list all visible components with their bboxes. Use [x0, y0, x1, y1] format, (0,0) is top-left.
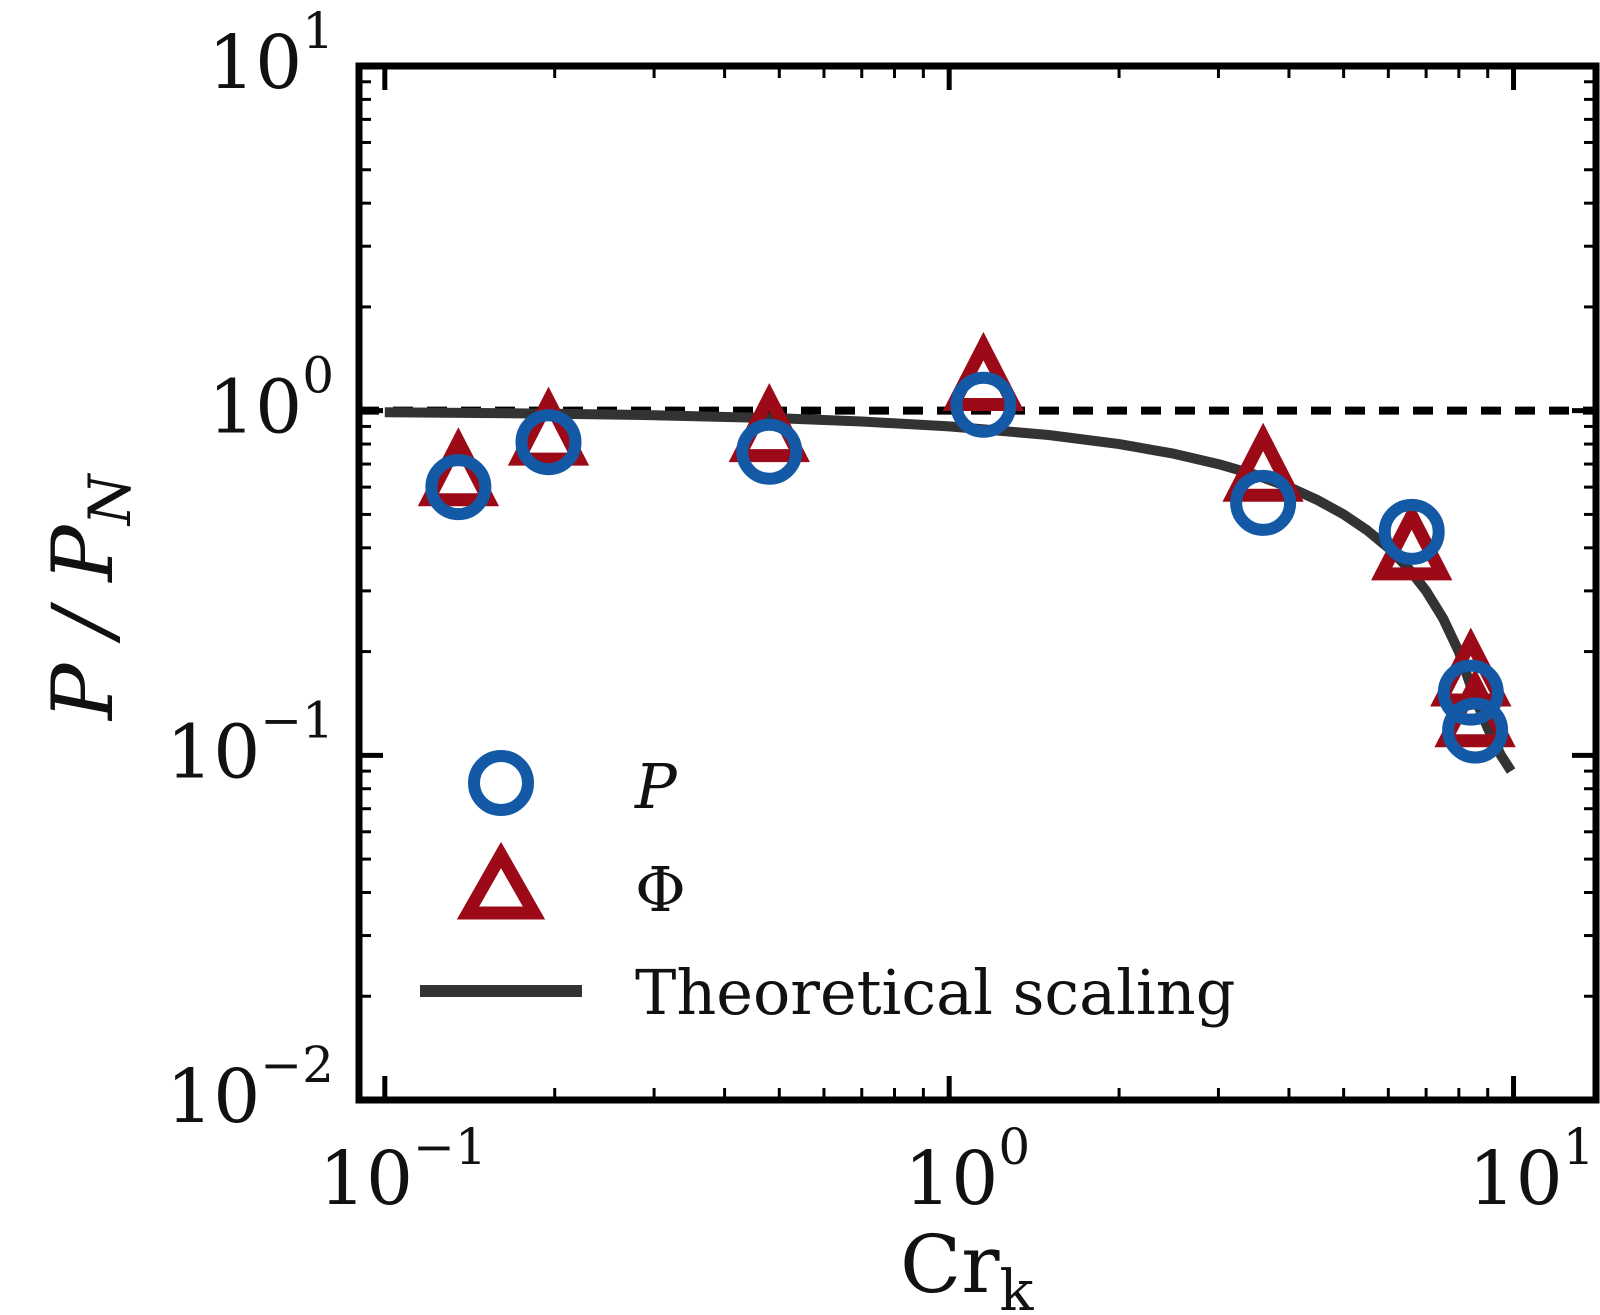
- legend-triangle-marker: [456, 841, 546, 920]
- p-circle-marker: [1230, 469, 1297, 536]
- legend-label-theory: Theoretical scaling: [635, 956, 1235, 1029]
- x-tick-label: 101: [1469, 1118, 1595, 1222]
- y-axis-label-sub: N: [76, 472, 144, 527]
- x-tick-label: 100: [904, 1118, 1030, 1222]
- x-axis-label-sub: k: [999, 1259, 1034, 1315]
- legend-entry-phi: Φ: [456, 841, 686, 926]
- y-tick-label: 101: [208, 2, 334, 106]
- p-circle-marker: [425, 454, 492, 521]
- p-circle-marker: [515, 409, 582, 476]
- phi-triangle-marker: [1222, 422, 1304, 502]
- legend: P Φ Theoretical scaling: [420, 750, 1235, 1029]
- x-axis-label: Crk: [900, 1218, 1034, 1315]
- x-axis-label-base: Cr: [900, 1218, 1000, 1311]
- y-tick-label: 10−2: [166, 1036, 334, 1140]
- p-circle-marker: [1378, 498, 1445, 565]
- legend-label-p: P: [634, 750, 678, 823]
- y-tick-label: 100: [208, 347, 334, 451]
- marker-layer: [417, 331, 1516, 764]
- y-axis-label: P / PN: [34, 472, 144, 722]
- legend-label-phi: Φ: [635, 853, 686, 926]
- p-circle-marker: [1437, 659, 1504, 726]
- y-axis-label-main: P / P: [34, 524, 132, 722]
- plot-frame: [355, 62, 1600, 1104]
- legend-entry-theory: Theoretical scaling: [420, 956, 1235, 1029]
- phi-triangle-marker: [507, 386, 590, 466]
- legend-entry-p: P: [468, 750, 678, 823]
- y-tick-label: 10−1: [166, 691, 334, 795]
- p-circle-marker: [736, 418, 803, 485]
- phi-triangle-marker: [1371, 501, 1453, 581]
- phi-triangle-marker: [942, 331, 1025, 411]
- legend-circle-marker: [468, 750, 534, 816]
- p-circle-marker: [950, 371, 1017, 438]
- p-circle-marker: [1442, 697, 1509, 764]
- x-tick-label: 10−1: [319, 1118, 487, 1222]
